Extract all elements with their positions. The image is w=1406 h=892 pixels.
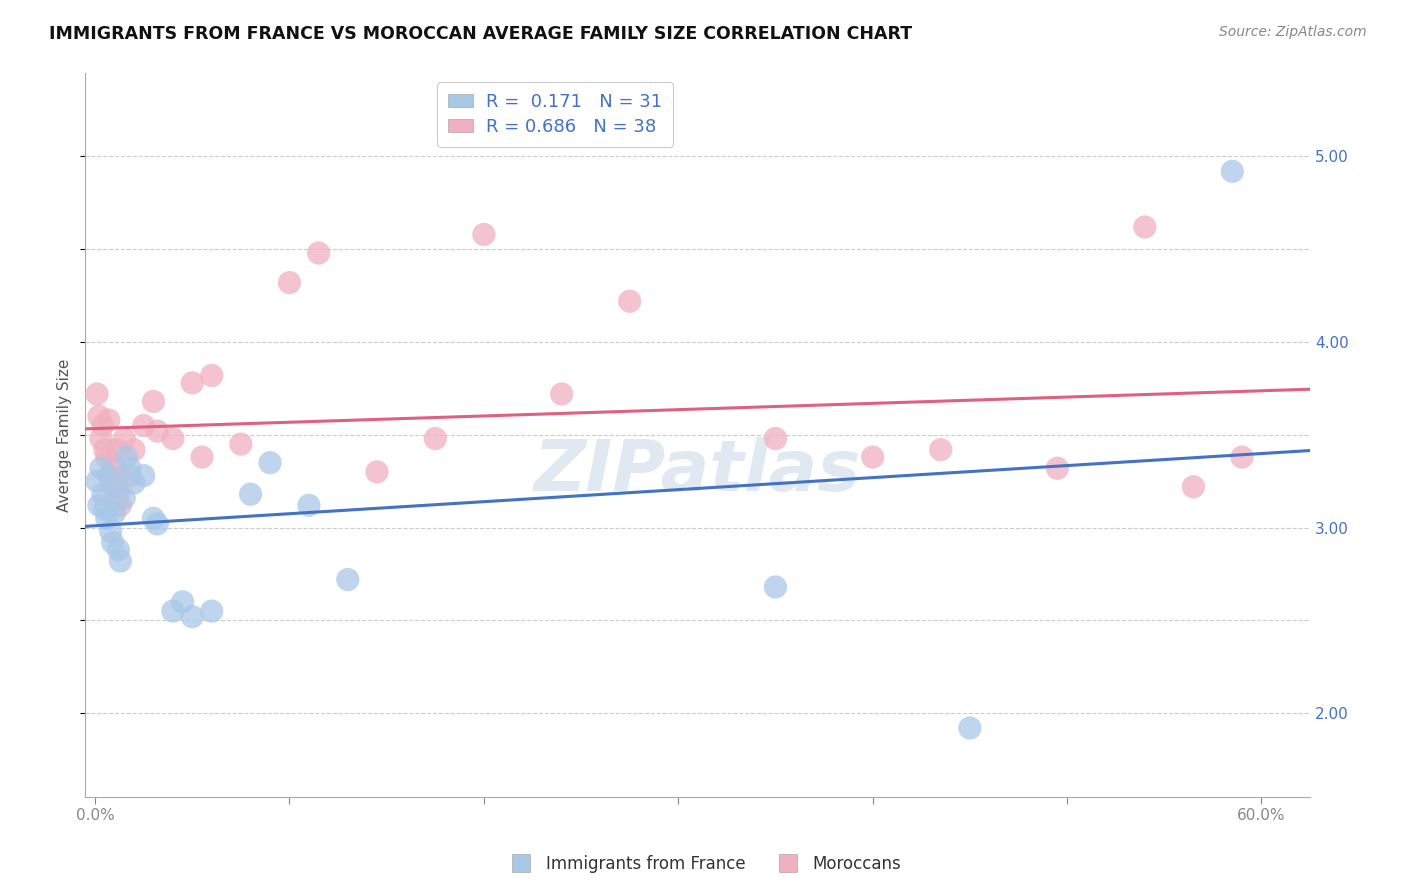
Text: Source: ZipAtlas.com: Source: ZipAtlas.com: [1219, 25, 1367, 39]
Point: [191, 450, 214, 464]
Point: [162, 604, 184, 618]
Point: [336, 573, 359, 587]
Point: [94, 502, 117, 516]
Point: [146, 516, 169, 531]
Point: [278, 276, 301, 290]
Text: IMMIGRANTS FROM FRANCE VS MOROCCAN AVERAGE FAMILY SIZE CORRELATION CHART: IMMIGRANTS FROM FRANCE VS MOROCCAN AVERA…: [49, 25, 912, 43]
Point: [765, 432, 787, 446]
Point: [107, 542, 129, 557]
Point: [86, 474, 108, 488]
Point: [172, 595, 194, 609]
Point: [1182, 480, 1205, 494]
Point: [146, 424, 169, 438]
Point: [472, 227, 495, 242]
Point: [103, 506, 125, 520]
Point: [425, 432, 447, 446]
Y-axis label: Average Family Size: Average Family Size: [58, 359, 72, 511]
Point: [86, 387, 108, 401]
Point: [90, 432, 112, 446]
Point: [91, 487, 114, 501]
Point: [101, 480, 124, 494]
Point: [100, 524, 122, 539]
Point: [122, 442, 145, 457]
Point: [765, 580, 787, 594]
Point: [308, 246, 330, 260]
Point: [132, 468, 155, 483]
Point: [112, 491, 135, 505]
Point: [97, 413, 120, 427]
Point: [105, 480, 128, 494]
Point: [201, 368, 224, 383]
Point: [862, 450, 884, 464]
Point: [229, 437, 252, 451]
Point: [115, 450, 138, 464]
Point: [100, 468, 122, 483]
Point: [132, 418, 155, 433]
Text: ZIPatlas: ZIPatlas: [534, 436, 862, 506]
Legend: R =  0.171   N = 31, R = 0.686   N = 38: R = 0.171 N = 31, R = 0.686 N = 38: [437, 82, 673, 147]
Point: [107, 487, 129, 501]
Point: [96, 450, 118, 464]
Point: [298, 499, 321, 513]
Point: [201, 604, 224, 618]
Point: [94, 442, 117, 457]
Point: [110, 499, 132, 513]
Legend: Immigrants from France, Moroccans: Immigrants from France, Moroccans: [498, 848, 908, 880]
Point: [96, 511, 118, 525]
Point: [1133, 219, 1156, 234]
Point: [959, 721, 981, 735]
Point: [87, 409, 110, 424]
Point: [97, 468, 120, 483]
Point: [1046, 461, 1069, 475]
Point: [239, 487, 262, 501]
Point: [112, 432, 135, 446]
Point: [87, 499, 110, 513]
Point: [91, 418, 114, 433]
Point: [162, 432, 184, 446]
Point: [120, 461, 142, 475]
Point: [142, 511, 165, 525]
Point: [90, 461, 112, 475]
Point: [101, 535, 124, 549]
Point: [1220, 164, 1243, 178]
Point: [181, 376, 204, 390]
Point: [105, 442, 128, 457]
Point: [929, 442, 952, 457]
Point: [120, 468, 142, 483]
Point: [122, 476, 145, 491]
Point: [366, 465, 388, 479]
Point: [1230, 450, 1253, 464]
Point: [259, 456, 281, 470]
Point: [142, 394, 165, 409]
Point: [619, 294, 641, 309]
Point: [181, 609, 204, 624]
Point: [110, 554, 132, 568]
Point: [103, 461, 125, 475]
Point: [550, 387, 572, 401]
